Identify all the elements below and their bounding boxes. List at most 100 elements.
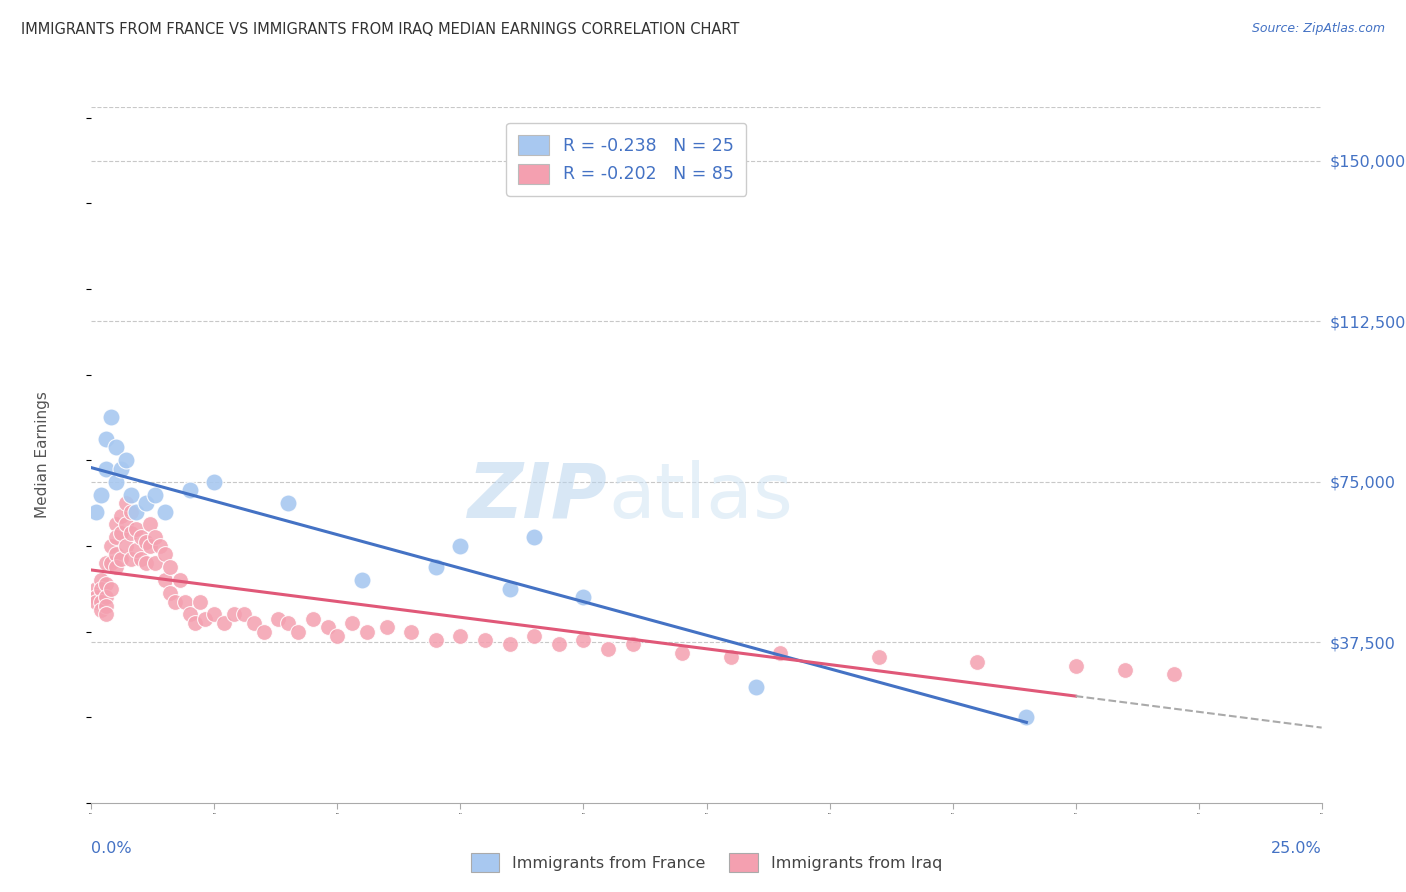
- Point: [868, 650, 890, 665]
- Point: [100, 556, 122, 570]
- Point: [163, 594, 186, 608]
- Point: [966, 655, 988, 669]
- Point: [267, 612, 290, 626]
- Point: [110, 526, 132, 541]
- Text: 25.0%: 25.0%: [1271, 841, 1322, 856]
- Point: [596, 641, 619, 656]
- Point: [232, 607, 256, 622]
- Point: [425, 633, 447, 648]
- Point: [124, 505, 146, 519]
- Point: [202, 475, 225, 489]
- Point: [114, 453, 138, 467]
- Point: [86, 591, 108, 605]
- Point: [769, 646, 792, 660]
- Point: [105, 475, 127, 489]
- Point: [90, 573, 112, 587]
- Point: [179, 607, 201, 622]
- Point: [572, 633, 595, 648]
- Point: [110, 508, 132, 523]
- Point: [159, 586, 181, 600]
- Point: [105, 530, 127, 544]
- Point: [86, 505, 108, 519]
- Point: [96, 577, 117, 591]
- Text: atlas: atlas: [607, 459, 793, 533]
- Point: [114, 496, 138, 510]
- Point: [100, 410, 122, 425]
- Point: [1114, 663, 1136, 677]
- Point: [139, 539, 162, 553]
- Point: [547, 637, 569, 651]
- Point: [153, 573, 177, 587]
- Point: [174, 594, 197, 608]
- Point: [90, 582, 112, 596]
- Point: [105, 517, 127, 532]
- Text: Source: ZipAtlas.com: Source: ZipAtlas.com: [1251, 22, 1385, 36]
- Point: [340, 615, 363, 630]
- Point: [90, 594, 112, 608]
- Point: [105, 441, 127, 455]
- Point: [352, 573, 374, 587]
- Point: [425, 560, 447, 574]
- Point: [110, 551, 132, 566]
- Point: [96, 432, 117, 446]
- Point: [1015, 710, 1038, 724]
- Text: IMMIGRANTS FROM FRANCE VS IMMIGRANTS FROM IRAQ MEDIAN EARNINGS CORRELATION CHART: IMMIGRANTS FROM FRANCE VS IMMIGRANTS FRO…: [21, 22, 740, 37]
- Point: [449, 629, 471, 643]
- Text: 0.0%: 0.0%: [91, 841, 132, 856]
- Point: [474, 633, 496, 648]
- Point: [287, 624, 309, 639]
- Point: [100, 582, 122, 596]
- Point: [90, 603, 112, 617]
- Point: [135, 496, 156, 510]
- Point: [124, 522, 146, 536]
- Text: ZIP: ZIP: [468, 459, 607, 533]
- Point: [449, 539, 471, 553]
- Point: [301, 612, 323, 626]
- Point: [523, 530, 546, 544]
- Point: [120, 526, 142, 541]
- Point: [375, 620, 398, 634]
- Point: [399, 624, 422, 639]
- Point: [139, 517, 162, 532]
- Point: [498, 637, 520, 651]
- Point: [277, 615, 299, 630]
- Point: [159, 560, 181, 574]
- Point: [745, 680, 768, 694]
- Point: [90, 487, 112, 501]
- Point: [149, 539, 172, 553]
- Point: [96, 462, 117, 476]
- Point: [114, 517, 138, 532]
- Point: [105, 560, 127, 574]
- Point: [188, 594, 211, 608]
- Point: [202, 607, 225, 622]
- Point: [356, 624, 378, 639]
- Point: [86, 582, 108, 596]
- Point: [135, 556, 156, 570]
- Point: [1163, 667, 1185, 681]
- Point: [120, 487, 142, 501]
- Point: [135, 534, 156, 549]
- Point: [153, 505, 177, 519]
- Point: [1064, 658, 1087, 673]
- Point: [96, 556, 117, 570]
- Point: [124, 543, 146, 558]
- Point: [212, 615, 235, 630]
- Point: [179, 483, 201, 498]
- Point: [720, 650, 742, 665]
- Point: [129, 551, 152, 566]
- Point: [145, 556, 166, 570]
- Legend: Immigrants from France, Immigrants from Iraq: Immigrants from France, Immigrants from …: [464, 847, 949, 879]
- Point: [96, 591, 117, 605]
- Point: [277, 496, 299, 510]
- Point: [96, 607, 117, 622]
- Point: [114, 539, 138, 553]
- Point: [621, 637, 644, 651]
- Text: Median Earnings: Median Earnings: [35, 392, 49, 518]
- Point: [242, 615, 264, 630]
- Point: [86, 594, 108, 608]
- Point: [110, 462, 132, 476]
- Point: [183, 615, 207, 630]
- Point: [498, 582, 520, 596]
- Point: [145, 530, 166, 544]
- Point: [129, 530, 152, 544]
